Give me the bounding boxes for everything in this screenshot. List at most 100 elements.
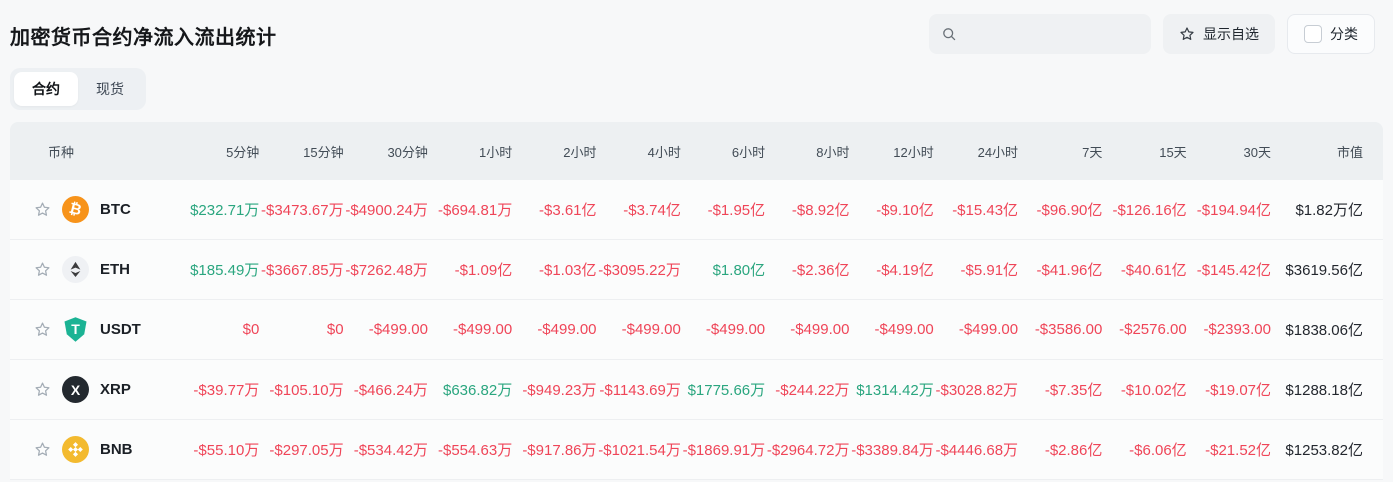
table-row-btc[interactable]: ₿ BTC $232.71万 -$3473.67万 -$4900.24万 -$694.81… [10, 180, 1383, 240]
table-row-usdt[interactable]: T USDT $0 $0 -$499.00 -$499.00 -$499.00 -$499.0… [10, 300, 1383, 360]
search-icon [941, 26, 957, 42]
value-30分钟: -$7262.48万 [345, 262, 428, 279]
coin-symbol: USDT [100, 321, 141, 338]
value-30天: -$19.07亿 [1205, 382, 1271, 399]
value-24小时: -$15.43亿 [952, 202, 1019, 219]
value-12小时: -$4.19亿 [876, 262, 934, 279]
column-header-7: 6小时 [731, 144, 766, 160]
value-5分钟: -$39.77万 [193, 382, 260, 399]
value-30天: -$21.52亿 [1205, 442, 1271, 459]
favorite-star-icon[interactable] [34, 381, 51, 398]
table-header-row: 币种 5分钟 15分钟 30分钟 1小时 2小时 4小时 6小时 8小时 12小时 24小时 7天 15… [10, 122, 1383, 180]
value-15分钟: -$105.10万 [269, 382, 344, 399]
value-15天: -$40.61亿 [1120, 262, 1187, 279]
value-15天: -$6.06亿 [1129, 442, 1187, 459]
usdt-icon: T [62, 316, 89, 343]
value-24小时: -$5.91亿 [960, 262, 1019, 279]
value-6小时: $1775.66万 [687, 382, 766, 399]
value-4小时: -$1143.69万 [599, 382, 681, 399]
value-15天: -$10.02亿 [1120, 382, 1187, 399]
show-favorites-button[interactable]: 显示自选 [1163, 14, 1275, 54]
xrp-icon: X [62, 376, 89, 403]
value-2小时: -$1.03亿 [538, 262, 597, 279]
category-button[interactable]: 分类 [1287, 14, 1375, 54]
tab-spot[interactable]: 现货 [78, 72, 142, 106]
value-15分钟: -$297.05万 [269, 442, 344, 459]
value-12小时: -$3389.84万 [851, 442, 934, 459]
value-15天: -$126.16亿 [1112, 202, 1187, 219]
tab-contract[interactable]: 合约 [14, 72, 78, 106]
favorite-star-icon[interactable] [34, 201, 51, 218]
value-8小时: -$244.22万 [775, 382, 850, 399]
value-6小时: -$499.00 [705, 321, 766, 338]
svg-text:T: T [71, 321, 80, 337]
category-checkbox[interactable] [1304, 25, 1322, 43]
value-30分钟: -$4900.24万 [345, 202, 428, 219]
market-type-tabs: 合约 现货 [10, 68, 146, 110]
table-row-eth[interactable]: ETH $185.49万 -$3667.85万 -$7262.48万 -$1.09亿 -$… [10, 240, 1383, 300]
value-2小时: -$949.23万 [522, 382, 597, 399]
market-cap: $1253.82亿 [1285, 442, 1363, 459]
value-4小时: -$1021.54万 [598, 442, 681, 459]
column-header-10: 24小时 [977, 144, 1019, 160]
column-header-6: 4小时 [647, 144, 681, 160]
value-4小时: -$499.00 [621, 321, 681, 338]
coin-symbol: BNB [100, 441, 133, 458]
value-7天: -$41.96亿 [1036, 262, 1103, 279]
value-12小时: -$499.00 [874, 321, 934, 338]
column-header-11: 7天 [1082, 144, 1103, 160]
value-7天: -$7.35亿 [1044, 382, 1103, 399]
column-header-1: 5分钟 [226, 144, 260, 160]
value-8小时: -$2.36亿 [791, 262, 850, 279]
value-5分钟: $0 [242, 321, 260, 338]
value-30天: -$145.42亿 [1196, 262, 1271, 279]
value-24小时: -$499.00 [958, 321, 1019, 338]
value-1小时: $636.82万 [442, 382, 513, 399]
value-6小时: $1.80亿 [712, 262, 766, 279]
coin-cell: BNB [10, 436, 175, 463]
column-header-8: 8小时 [816, 144, 850, 160]
value-5分钟: $232.71万 [190, 202, 260, 219]
toolbar: 显示自选 分类 [929, 14, 1375, 54]
column-header-9: 12小时 [893, 144, 934, 160]
favorite-star-icon[interactable] [34, 261, 51, 278]
column-header-12: 15天 [1159, 144, 1187, 160]
column-header-2: 15分钟 [303, 144, 344, 160]
value-4小时: -$3095.22万 [598, 262, 681, 279]
value-7天: -$2.86亿 [1044, 442, 1103, 459]
market-cap: $1288.18亿 [1285, 382, 1363, 399]
value-7天: -$3586.00 [1034, 321, 1103, 338]
coin-cell: ETH [10, 256, 175, 283]
market-cap: $1838.06亿 [1285, 322, 1363, 339]
table-row-bnb[interactable]: BNB -$55.10万 -$297.05万 -$534.42万 -$554.63万 -$… [10, 420, 1383, 480]
coin-symbol: BTC [100, 201, 131, 218]
market-cap: $1.82万亿 [1295, 202, 1363, 219]
column-header-4: 1小时 [478, 144, 513, 160]
column-header-5: 2小时 [563, 144, 597, 160]
value-5分钟: $185.49万 [190, 262, 260, 279]
table-row-xrp[interactable]: X XRP -$39.77万 -$105.10万 -$466.24万 $636.82万 -$… [10, 360, 1383, 420]
value-5分钟: -$55.10万 [193, 442, 260, 459]
search-input[interactable] [965, 26, 1146, 42]
coin-cell: X XRP [10, 376, 175, 403]
value-30分钟: -$466.24万 [353, 382, 428, 399]
coin-symbol: XRP [100, 381, 131, 398]
column-header-13: 30天 [1243, 144, 1271, 160]
show-favorites-label: 显示自选 [1203, 26, 1259, 42]
favorite-star-icon[interactable] [34, 441, 51, 458]
value-24小时: -$3028.82万 [935, 382, 1019, 399]
value-2小时: -$499.00 [537, 321, 597, 338]
value-15分钟: $0 [326, 321, 344, 338]
value-7天: -$96.90亿 [1036, 202, 1103, 219]
column-header-14: 市值 [1336, 144, 1363, 160]
top-bar: 加密货币合约净流入流出统计 显示自选 分类 [0, 0, 1393, 54]
value-12小时: -$9.10亿 [876, 202, 934, 219]
value-1小时: -$554.63万 [438, 442, 513, 459]
eth-icon [62, 256, 89, 283]
column-header-3: 30分钟 [387, 144, 428, 160]
value-30天: -$2393.00 [1203, 321, 1271, 338]
search-box[interactable] [929, 14, 1151, 54]
value-30分钟: -$534.42万 [353, 442, 428, 459]
value-2小时: -$3.61亿 [538, 202, 597, 219]
favorite-star-icon[interactable] [34, 321, 51, 338]
